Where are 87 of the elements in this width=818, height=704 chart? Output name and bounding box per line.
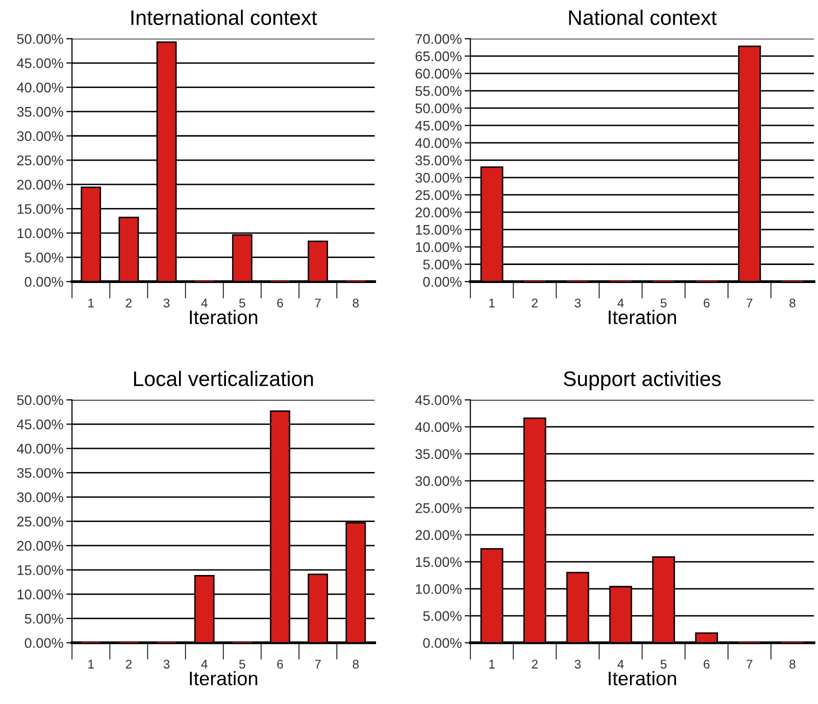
y-tick-label: 50.00% xyxy=(17,395,64,406)
y-tick-label: 70.00% xyxy=(416,34,462,44)
x-tick-label: 5 xyxy=(660,298,667,308)
x-axis-title: Iteration xyxy=(608,310,676,324)
chart-title: Support activities xyxy=(564,370,721,390)
y-tick-label: 25.00% xyxy=(416,190,462,200)
x-axis-title: Iteration xyxy=(190,671,258,686)
x-tick-label: 6 xyxy=(277,298,283,308)
y-tick-label: 0.00% xyxy=(24,638,64,648)
x-tick-label: 2 xyxy=(126,660,132,668)
x-tick-label: 4 xyxy=(617,660,624,668)
x-tick-label: 1 xyxy=(489,298,495,308)
y-tick-label: 25.00% xyxy=(416,503,462,513)
x-tick-label: 2 xyxy=(532,298,538,308)
y-tick-label: 45.00% xyxy=(415,120,462,131)
y-tick-label: 0.00% xyxy=(423,638,462,648)
x-tick-label: 2 xyxy=(532,660,538,668)
y-tick-label: 45.00% xyxy=(415,395,462,406)
y-tick-label: 35.00% xyxy=(415,155,462,166)
x-tick-label: 5 xyxy=(239,660,246,669)
y-tick-label: 35.00% xyxy=(17,468,64,478)
y-tick-label: 5.00% xyxy=(423,260,462,270)
y-tick-label: 20.00% xyxy=(416,208,462,218)
y-tick-label: 65.00% xyxy=(416,51,462,62)
y-tick-label: 15.00% xyxy=(18,204,64,214)
x-tick-label: 4 xyxy=(201,660,208,668)
y-tick-label: 30.00% xyxy=(415,476,462,486)
y-tick-label: 10.00% xyxy=(18,228,64,238)
y-tick-label: 35.00% xyxy=(415,449,462,460)
x-tick-label: 6 xyxy=(704,660,710,669)
x-tick-label: 4 xyxy=(617,298,624,308)
y-tick-label: 20.00% xyxy=(17,540,64,551)
x-tick-label: 7 xyxy=(746,660,752,668)
y-tick-label: 20.00% xyxy=(17,180,64,190)
chart-title: National context xyxy=(569,10,717,26)
y-tick-label: 15.00% xyxy=(416,224,462,235)
x-tick-label: 1 xyxy=(88,660,94,668)
x-tick-label: 8 xyxy=(352,298,359,308)
y-tick-label: 10.00% xyxy=(416,584,462,594)
y-tick-label: 0.00% xyxy=(24,276,64,287)
x-tick-label: 8 xyxy=(790,298,796,308)
x-tick-label: 3 xyxy=(164,660,170,669)
y-tick-label: 40.00% xyxy=(415,422,462,432)
y-tick-label: 5.00% xyxy=(24,614,64,624)
y-tick-label: 30.00% xyxy=(17,131,64,142)
x-tick-label: 6 xyxy=(704,298,710,308)
x-tick-label: 7 xyxy=(315,298,321,308)
y-tick-label: 60.00% xyxy=(416,68,462,79)
x-axis-title: Iteration xyxy=(190,310,258,324)
x-tick-label: 8 xyxy=(790,660,796,669)
y-tick-label: 10.00% xyxy=(416,242,462,252)
y-tick-label: 40.00% xyxy=(415,138,462,148)
y-tick-label: 45.00% xyxy=(16,419,64,430)
y-tick-label: 10.00% xyxy=(18,590,64,600)
y-tick-label: 40.00% xyxy=(16,82,64,92)
y-tick-label: 45.00% xyxy=(16,58,64,68)
x-tick-label: 3 xyxy=(164,298,170,308)
x-tick-label: 3 xyxy=(574,298,581,308)
y-tick-label: 0.00% xyxy=(423,276,462,287)
y-tick-label: 25.00% xyxy=(17,155,64,166)
x-tick-label: 4 xyxy=(201,298,208,308)
x-tick-label: 5 xyxy=(239,298,246,308)
y-tick-label: 5.00% xyxy=(24,252,64,262)
y-tick-label: 50.00% xyxy=(415,103,462,114)
x-tick-label: 5 xyxy=(660,660,667,669)
y-tick-label: 25.00% xyxy=(17,516,64,526)
y-tick-label: 35.00% xyxy=(17,106,64,117)
y-tick-label: 20.00% xyxy=(416,530,462,540)
chart-title: Local verticalization xyxy=(134,370,313,386)
y-tick-label: 30.00% xyxy=(17,492,64,502)
x-tick-label: 8 xyxy=(352,660,359,669)
y-tick-label: 15.00% xyxy=(416,557,462,567)
x-tick-label: 1 xyxy=(88,298,94,308)
x-axis-title: Iteration xyxy=(608,671,676,686)
y-tick-label: 15.00% xyxy=(18,565,64,576)
chart-title: International context xyxy=(131,10,317,26)
x-tick-label: 3 xyxy=(574,660,581,669)
y-tick-label: 5.00% xyxy=(423,611,462,621)
y-tick-label: 40.00% xyxy=(16,444,64,454)
y-tick-label: 30.00% xyxy=(415,172,462,183)
x-tick-label: 7 xyxy=(315,660,321,668)
x-tick-label: 7 xyxy=(746,298,752,308)
x-tick-label: 2 xyxy=(126,298,132,308)
x-tick-label: 6 xyxy=(277,660,283,669)
x-tick-label: 1 xyxy=(489,660,495,668)
y-tick-label: 50.00% xyxy=(17,34,64,44)
y-tick-label: 55.00% xyxy=(415,86,462,96)
